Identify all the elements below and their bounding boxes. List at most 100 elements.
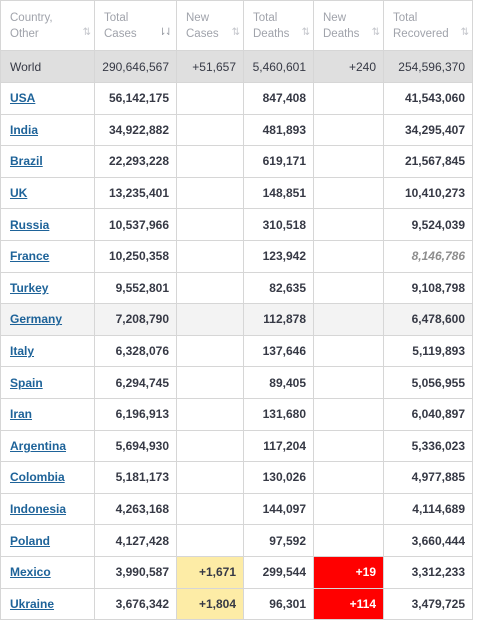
world-row: World 290,646,567 +51,657 5,460,601 +240… (0, 50, 473, 83)
new-deaths-cell (313, 461, 384, 494)
total-cases-cell: 5,694,930 (94, 429, 177, 463)
country-cell: France (0, 239, 95, 273)
new-deaths-cell (313, 208, 384, 241)
table-row: USA 56,142,175 847,408 41,543,060 (0, 82, 473, 115)
table-header-row: Country, Other ⇅ Total Cases ⇂⇃ New Cases ⇅ To… (0, 0, 473, 51)
new-cases-cell (176, 145, 244, 178)
new-deaths-cell (313, 397, 384, 431)
total-cases-cell: 7,208,790 (94, 303, 177, 336)
country-link[interactable]: Mexico (10, 565, 51, 580)
total-recovered-cell: 9,524,039 (383, 208, 473, 241)
new-cases-cell: +1,804 (176, 587, 244, 621)
total-cases-cell: 3,676,342 (94, 587, 177, 621)
new-cases-cell (176, 429, 244, 463)
total-cases-cell: 4,127,428 (94, 524, 177, 557)
country-link[interactable]: Germany (10, 312, 63, 327)
country-link[interactable]: Russia (10, 217, 50, 232)
country-link[interactable]: Argentina (10, 438, 67, 453)
total-recovered-cell: 41,543,060 (383, 82, 473, 115)
table-row: Italy 6,328,076 137,646 5,119,893 (0, 334, 473, 368)
new-cases-cell (176, 461, 244, 494)
column-header-total-deaths[interactable]: Total Deaths ⇅ (243, 0, 314, 51)
new-deaths-cell (313, 334, 384, 368)
sort-icon[interactable]: ⇅ (82, 27, 92, 38)
country-link[interactable]: Colombia (10, 470, 65, 485)
country-cell: Colombia (0, 461, 95, 494)
table-row: Ukraine 3,676,342 +1,804 96,301 +114 3,479,72… (0, 587, 473, 621)
table-row: Spain 6,294,745 89,405 5,056,955 (0, 366, 473, 399)
new-cases-cell (176, 271, 244, 305)
total-cases-cell: 4,263,168 (94, 492, 177, 526)
country-cell: UK (0, 176, 95, 210)
new-deaths-cell (313, 303, 384, 336)
total-deaths-cell: 112,878 (243, 303, 314, 336)
total-deaths-cell: 148,851 (243, 176, 314, 210)
column-header-label: New Deaths (323, 11, 360, 40)
country-cell: Germany (0, 303, 95, 336)
country-link[interactable]: Turkey (10, 280, 49, 295)
sort-icon[interactable]: ⇅ (301, 27, 311, 38)
new-deaths-cell: +114 (313, 587, 384, 621)
table-row: Colombia 5,181,173 130,026 4,977,885 (0, 461, 473, 494)
total-cases-cell: 6,294,745 (94, 366, 177, 399)
column-header-new-cases[interactable]: New Cases ⇅ (176, 0, 244, 51)
total-recovered-cell: 21,567,845 (383, 145, 473, 178)
country-link[interactable]: India (10, 122, 39, 137)
table-row: Brazil 22,293,228 619,171 21,567,845 (0, 145, 473, 178)
new-cases-cell (176, 176, 244, 210)
column-header-total-cases[interactable]: Total Cases ⇂⇃ (94, 0, 177, 51)
new-deaths-cell (313, 492, 384, 526)
new-cases-cell (176, 492, 244, 526)
column-header-label: Country, Other (10, 11, 53, 40)
column-header-country[interactable]: Country, Other ⇅ (0, 0, 95, 51)
new-deaths-cell (313, 176, 384, 210)
table-row: India 34,922,882 481,893 34,295,407 (0, 113, 473, 147)
country-cell: Ukraine (0, 587, 95, 621)
country-cell: USA (0, 82, 95, 115)
country-cell: Spain (0, 366, 95, 399)
country-cell: Poland (0, 524, 95, 557)
total-deaths-cell: 97,592 (243, 524, 314, 557)
world-total-deaths: 5,460,601 (243, 50, 314, 83)
total-deaths-cell: 847,408 (243, 82, 314, 115)
new-deaths-cell (313, 239, 384, 273)
column-header-new-deaths[interactable]: New Deaths ⇅ (313, 0, 384, 51)
total-cases-cell: 10,250,358 (94, 239, 177, 273)
new-cases-cell (176, 397, 244, 431)
country-link[interactable]: Brazil (10, 154, 43, 169)
new-deaths-cell: +19 (313, 555, 384, 589)
country-link[interactable]: USA (10, 91, 36, 106)
table-row: France 10,250,358 123,942 8,146,786 (0, 239, 473, 273)
country-link[interactable]: UK (10, 186, 28, 201)
total-deaths-cell: 117,204 (243, 429, 314, 463)
column-header-total-recovered[interactable]: Total Recovered ⇅ (383, 0, 473, 51)
world-total-recovered: 254,596,370 (383, 50, 473, 83)
country-link[interactable]: Spain (10, 375, 43, 390)
new-cases-cell (176, 239, 244, 273)
total-cases-cell: 22,293,228 (94, 145, 177, 178)
total-deaths-cell: 131,680 (243, 397, 314, 431)
new-cases-cell (176, 524, 244, 557)
sort-icon[interactable]: ⇅ (231, 27, 241, 38)
country-link[interactable]: Ukraine (10, 596, 55, 611)
new-deaths-cell (313, 429, 384, 463)
sort-icon[interactable]: ⇂⇃ (158, 27, 173, 38)
country-link[interactable]: Indonesia (10, 502, 67, 517)
total-deaths-cell: 619,171 (243, 145, 314, 178)
total-cases-cell: 5,181,173 (94, 461, 177, 494)
table-row: Argentina 5,694,930 117,204 5,336,023 (0, 429, 473, 463)
new-cases-cell (176, 82, 244, 115)
new-cases-cell (176, 303, 244, 336)
country-link[interactable]: Italy (10, 344, 35, 359)
country-link[interactable]: Poland (10, 533, 51, 548)
country-cell: Mexico (0, 555, 95, 589)
country-link[interactable]: Iran (10, 407, 33, 422)
column-header-label: Total Deaths (253, 11, 290, 40)
sort-icon[interactable]: ⇅ (371, 27, 381, 38)
total-deaths-cell: 299,544 (243, 555, 314, 589)
total-deaths-cell: 310,518 (243, 208, 314, 241)
sort-icon[interactable]: ⇅ (460, 27, 470, 38)
country-link[interactable]: France (10, 249, 50, 264)
total-cases-cell: 13,235,401 (94, 176, 177, 210)
country-cell: Russia (0, 208, 95, 241)
